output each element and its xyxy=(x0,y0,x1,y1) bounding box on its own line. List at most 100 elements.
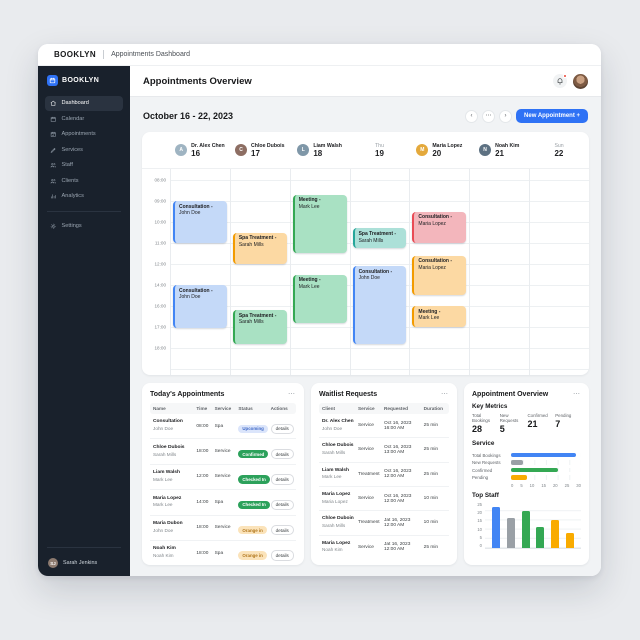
day-name: Liam Walsh xyxy=(313,142,342,149)
staff-avatar: L xyxy=(297,144,310,156)
status-cell: Orange in xyxy=(238,544,270,562)
requested-date: Jat 16, 2023 xyxy=(383,542,411,548)
more-options-button[interactable]: ⋯ xyxy=(482,109,496,123)
day-name: Maria Lopez xyxy=(432,142,463,149)
day-date: 20 xyxy=(432,148,442,158)
event-title: Meeting - xyxy=(298,197,321,204)
metric-label: New Requests xyxy=(499,413,519,423)
metric-label: Total Bookings xyxy=(472,413,491,423)
time-label: 16:00 xyxy=(154,303,167,309)
calendar-event[interactable]: Consultation - John Doe xyxy=(173,201,227,243)
time-label: 17:00 xyxy=(154,324,167,330)
calendar-event[interactable]: Spa Treatment - Sarah Mills xyxy=(232,232,287,264)
sidebar-item-clients[interactable]: Clients xyxy=(45,174,123,189)
time-label: 18:00 xyxy=(154,345,167,351)
hbar-axis: 0 5 10 15 20 25 30 xyxy=(511,483,581,488)
time-label: 11:00 xyxy=(154,240,166,246)
calendar-event[interactable]: Spa Treatment - Sarah Mills xyxy=(352,228,407,249)
sidebar-item-analytics[interactable]: Analytics xyxy=(45,189,123,204)
axis-tick: 10 xyxy=(477,526,482,532)
panel-title: Today's Appointments xyxy=(150,391,225,398)
calendar-event[interactable]: Meeting - Mark Lee xyxy=(292,274,347,323)
calendar-event[interactable]: Consultation - John Doe xyxy=(173,285,227,329)
metric: New Requests 5 xyxy=(500,413,526,434)
calendar-event[interactable]: Meeting - Mark Lee xyxy=(292,194,347,254)
requested-time: 12:00 AM xyxy=(383,498,405,504)
calendar-event[interactable]: Consultation - Maria Lopez xyxy=(412,255,467,296)
hbar-label: New Requests xyxy=(472,460,501,465)
day-name: Thu xyxy=(375,142,384,149)
calendar-event[interactable]: Meeting - Mark Lee xyxy=(412,306,467,327)
day-column-21 xyxy=(469,169,529,375)
top-staff-bar-chart: 25 20 15 10 5 0 xyxy=(472,501,581,549)
sidebar-item-dashboard[interactable]: Dashboard xyxy=(45,96,123,111)
client-subname: John Doe xyxy=(322,425,343,431)
day-date: 16 xyxy=(191,148,201,158)
panel-menu-button[interactable]: ⋯ xyxy=(573,391,580,398)
panel-menu-button[interactable]: ⋯ xyxy=(288,391,295,398)
calendar-event[interactable]: Consultation - Maria Lopez xyxy=(412,211,467,243)
hbar-track xyxy=(511,460,581,465)
service-bar-chart: Total Bookings New Requests Confirmed Pendi… xyxy=(472,450,581,488)
sidebar-item-services[interactable]: Services xyxy=(45,143,123,158)
appointment-name-cell: Liam Walsh Mark Lee xyxy=(153,470,196,483)
details-button[interactable]: details xyxy=(270,423,294,434)
next-week-button[interactable]: › xyxy=(499,109,513,123)
hbar-label: Confirmed xyxy=(472,467,493,473)
requested-cell: Jat 16, 2023 12:00 AM xyxy=(384,542,424,552)
calendar-icon xyxy=(50,116,56,122)
sidebar-item-settings[interactable]: Settings xyxy=(45,219,123,234)
column-header: Client xyxy=(322,406,336,411)
client-subname: Sarah Mills xyxy=(322,450,346,456)
day-name: Chloe Dubois xyxy=(251,142,285,149)
details-button[interactable]: details xyxy=(270,499,294,510)
waitlist-service: Treatment xyxy=(357,471,380,477)
axis-tick: 25 xyxy=(564,482,570,488)
details-button[interactable]: details xyxy=(270,525,294,536)
metric: Confirmed 21 xyxy=(528,413,554,434)
day-column-17: Spa Treatment - Sarah Mills Spa Treatment … xyxy=(229,169,290,375)
hbar-track xyxy=(511,475,581,480)
calendar-event[interactable]: Spa Treatment - Sarah Mills xyxy=(232,310,287,344)
day-column-16: Consultation - John Doe Consultation - John… xyxy=(170,169,230,375)
event-subtitle: John Doe xyxy=(179,294,201,301)
titlebar-divider xyxy=(103,50,105,59)
calendar-event[interactable]: Consultation - John Doe xyxy=(352,266,407,344)
sidebar-item-calendar[interactable]: Calendar xyxy=(45,112,123,127)
sidebar-user[interactable]: SJ Sarah Jenkins xyxy=(45,554,123,568)
vbar xyxy=(492,507,501,548)
sidebar-item-appointments[interactable]: Appointments xyxy=(45,127,123,142)
hbar-label: Pending xyxy=(472,475,489,480)
users-icon xyxy=(50,163,56,168)
profile-avatar[interactable] xyxy=(573,73,588,89)
axis-tick: 20 xyxy=(552,482,558,488)
metric: Total Bookings 28 xyxy=(472,413,498,434)
table-body: Consultation John Doe 08:00 Spa Upcoming deta… xyxy=(150,414,296,565)
calendar-time-axis: 08:00 09:00 10:00 11:00 12:00 14:00 16:00 17:00… xyxy=(142,169,170,375)
appointment-name-cell: Chloe Dubois Sarah Mills xyxy=(153,445,196,458)
details-button[interactable]: details xyxy=(270,448,294,460)
requested-date: Oct 16, 2023 xyxy=(383,493,412,499)
appointment-name-cell: Noah Kim Noah Kim xyxy=(153,546,196,559)
user-avatar-small: SJ xyxy=(48,558,58,568)
details-button[interactable]: details xyxy=(270,550,294,561)
new-appointment-button[interactable]: New Appointment + xyxy=(516,109,588,123)
day-date: 18 xyxy=(313,148,323,158)
event-subtitle: Sarah Mills xyxy=(358,237,384,244)
panel-menu-button[interactable]: ⋯ xyxy=(441,391,448,398)
titlebar-subtitle: Appointments Dashboard xyxy=(111,51,191,58)
day-date: 22 xyxy=(554,148,564,158)
sidebar-item-staff[interactable]: Staff xyxy=(45,158,123,173)
waitlist-service: Service xyxy=(357,423,374,429)
table-row: Chloe Dubois Sarah Mills Service Oct 16, 20… xyxy=(319,437,449,461)
requested-time: 13:00 AM xyxy=(383,449,405,455)
appointment-name: Maria Lopez xyxy=(153,495,182,501)
details-button[interactable]: details xyxy=(270,474,294,485)
notifications-button[interactable] xyxy=(553,74,567,88)
event-title: Consultation - xyxy=(418,214,453,220)
axis-tick: 30 xyxy=(576,482,581,488)
appointment-service: Spa xyxy=(214,499,224,505)
prev-week-button[interactable]: ‹ xyxy=(465,109,479,123)
client-name: Maria Lopez xyxy=(322,540,351,546)
requested-date: Oct 16, 2023 xyxy=(383,444,412,450)
